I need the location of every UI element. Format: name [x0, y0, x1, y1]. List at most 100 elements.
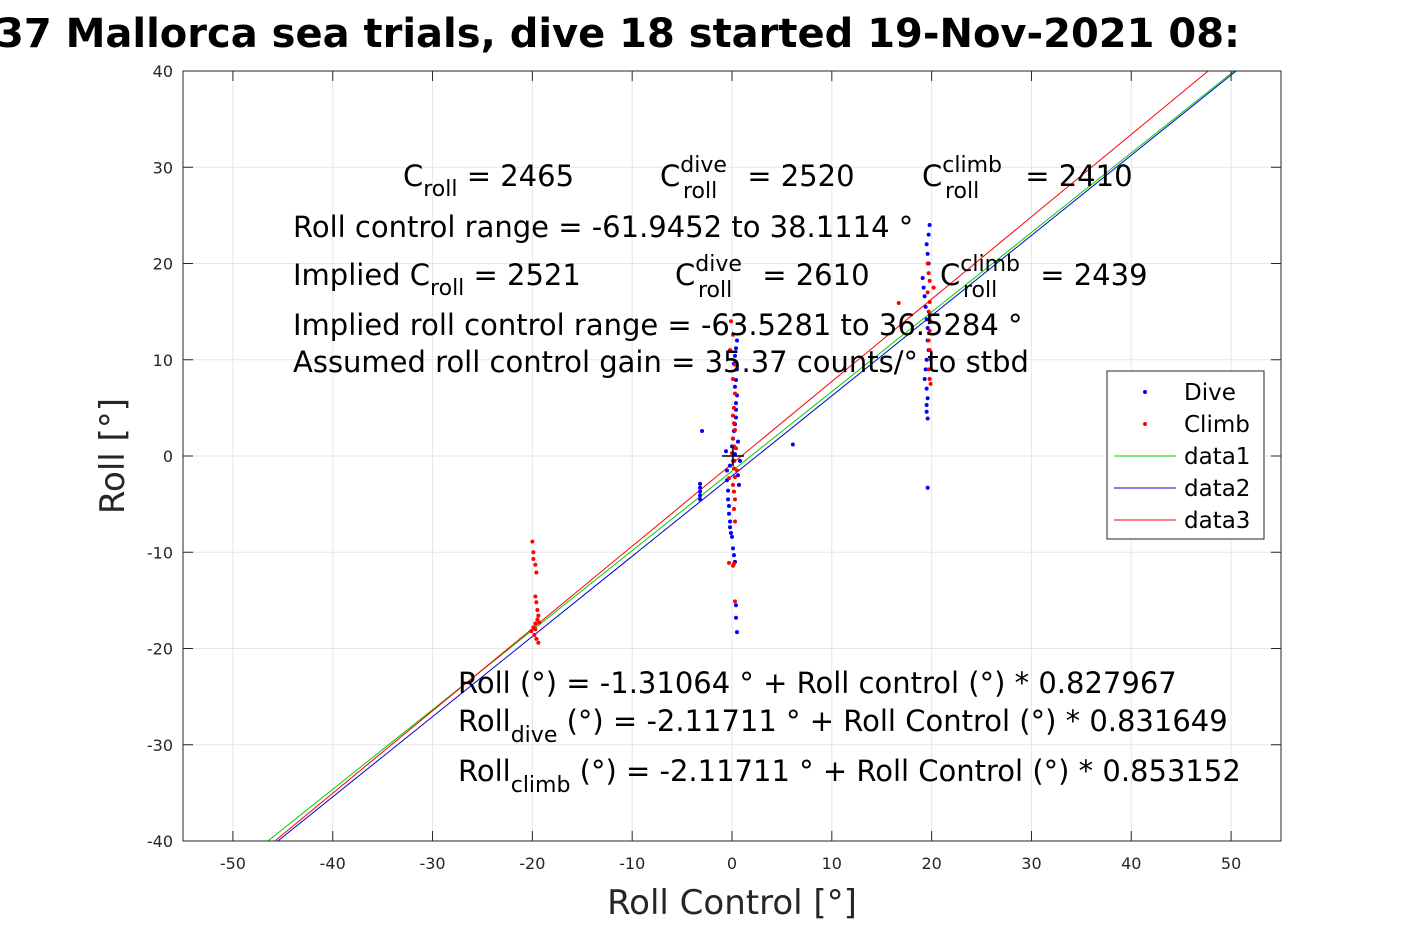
annotation-implied-c-roll: Implied Croll = 2521 — [293, 258, 581, 301]
data-point-dive — [734, 630, 739, 635]
data-point-dive — [733, 603, 738, 608]
data-point-climb — [928, 381, 933, 386]
data-point-climb — [727, 476, 732, 481]
data-point-climb — [927, 300, 932, 304]
data-point-climb — [732, 428, 737, 433]
data-point-climb — [732, 497, 737, 502]
data-point-climb — [533, 562, 538, 567]
x-tick-label: 10 — [822, 854, 842, 873]
data-point-climb — [530, 539, 535, 544]
legend-box — [1106, 370, 1265, 540]
x-tick-labels: -50 -40 -30 -20 -10 0 10 20 30 40 50 — [220, 854, 1241, 873]
data-point-climb — [732, 519, 737, 524]
data-point-dive — [729, 531, 734, 535]
annotation-implied-c-roll-climb: Cclimb roll = 2439 — [940, 252, 1148, 303]
data-point-climb — [731, 506, 736, 511]
data-point-climb — [927, 348, 932, 353]
annotation-implied-c-roll-dive: Cdive roll = 2610 — [675, 252, 870, 303]
data-point-dive — [728, 519, 733, 524]
data-point-climb — [533, 627, 538, 632]
data-point-climb — [926, 309, 931, 314]
tick-marks — [183, 70, 1281, 842]
data-point-dive — [926, 232, 931, 237]
data-point-dive — [726, 488, 731, 493]
data-point-dive — [733, 615, 738, 620]
data-point-dive — [726, 497, 731, 502]
data-point-dive — [924, 402, 929, 407]
data-point-dive — [924, 409, 929, 414]
data-point-dive — [733, 346, 738, 351]
legend: Dive Climb data1 data2 data3 — [1106, 370, 1265, 540]
data-point-dive — [732, 384, 737, 389]
data-point-dive — [922, 377, 927, 381]
data-point-climb — [731, 561, 736, 566]
data-point-climb — [534, 636, 539, 641]
data-point-dive — [730, 546, 735, 551]
data-point-dive — [737, 458, 742, 463]
data-point-dive — [728, 463, 733, 468]
data-point-dive — [735, 439, 740, 444]
data-point-dive — [925, 416, 930, 421]
data-point-dive — [924, 357, 929, 362]
data-point-dive — [734, 338, 739, 343]
data-point-climb — [533, 621, 538, 626]
y-tick-label: 40 — [153, 62, 173, 81]
data-point-dive — [732, 353, 737, 358]
data-point-climb — [730, 436, 735, 441]
data-point-climb — [734, 468, 739, 473]
annotation-implied-range: Implied roll control range = -63.5281 to… — [293, 308, 1023, 342]
data-point-climb — [730, 482, 735, 487]
data-point-dive — [698, 485, 703, 490]
legend-label-data2: data2 — [1184, 476, 1250, 502]
origin-marker — [722, 446, 744, 466]
y-tick-label: -40 — [147, 832, 173, 851]
data-point-dive — [734, 367, 739, 372]
legend-item-data2: data2 — [1114, 476, 1250, 502]
legend-label-data1: data1 — [1184, 444, 1250, 470]
data-point-climb — [925, 261, 930, 266]
y-tick-label: -10 — [147, 543, 173, 562]
y-tick-labels: -40 -30 -20 -10 0 10 20 30 40 — [147, 62, 173, 851]
data-point-climb — [537, 620, 542, 625]
annotation-fit-climb: Rollclimb (°) = -2.11711 ° + Roll Contro… — [458, 754, 1241, 798]
data-point-dive — [920, 275, 925, 280]
chart-title: 37 Mallorca sea trials, dive 18 started … — [0, 11, 1240, 57]
data-point-climb — [732, 391, 737, 396]
legend-item-data1: data1 — [1114, 444, 1250, 470]
data-point-dive — [925, 251, 930, 256]
data-point-dive — [728, 525, 733, 530]
x-tick-label: -20 — [519, 854, 545, 873]
data-point-dive — [700, 428, 705, 433]
data-point-climb — [536, 640, 541, 645]
series-line-data1 — [267, 70, 1235, 842]
y-tick-label: 20 — [153, 255, 173, 274]
annotation-c-roll-dive: Cdive roll = 2520 — [660, 153, 855, 204]
x-tick-label: -50 — [220, 854, 246, 873]
plot-area: -50 -40 -30 -20 -10 0 10 20 30 40 50 -40 -30 -20 -10 0… — [147, 62, 1282, 873]
data-point-climb — [927, 328, 932, 333]
data-point-climb — [732, 599, 737, 604]
data-point-climb — [927, 278, 932, 283]
annotation-c-roll-climb: Cclimb roll = 2410 — [922, 153, 1133, 204]
data-point-climb — [531, 550, 536, 555]
y-tick-label: 30 — [153, 158, 173, 177]
data-point-climb — [730, 332, 735, 337]
annotation-control-gain: Assumed roll control gain = 35.37 counts… — [293, 345, 1029, 379]
data-points — [529, 223, 936, 645]
data-point-climb — [931, 285, 936, 290]
data-point-climb — [534, 600, 539, 605]
data-point-dive — [924, 242, 929, 247]
y-axis-label: Roll [°] — [93, 398, 133, 514]
data-point-dive — [925, 485, 930, 490]
data-point-climb — [531, 556, 536, 561]
annotation-fit-dive: Rolldive (°) = -2.11711 ° + Roll Control… — [458, 704, 1228, 748]
data-point-climb — [532, 633, 537, 638]
data-point-climb — [728, 348, 733, 353]
data-point-climb — [730, 413, 735, 418]
data-point-dive — [924, 386, 929, 391]
data-point-dive — [736, 482, 741, 487]
data-point-dive — [733, 415, 738, 420]
data-point-climb — [926, 338, 931, 343]
data-point-dive — [698, 481, 703, 486]
